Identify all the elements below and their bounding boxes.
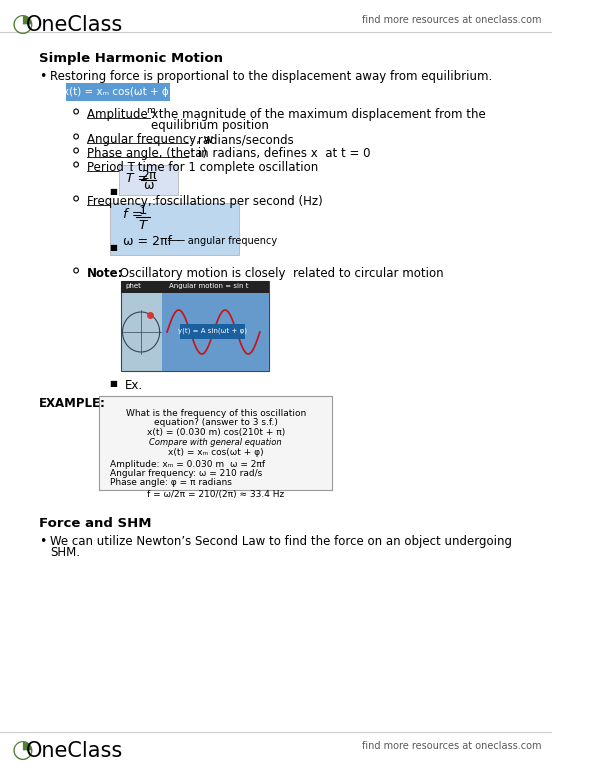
Text: Amplitude x: Amplitude x — [87, 108, 159, 121]
Text: x(t) = xₘ cos(ωt + ϕ): x(t) = xₘ cos(ωt + ϕ) — [63, 87, 173, 97]
Text: 2π: 2π — [141, 169, 156, 182]
Text: 1: 1 — [139, 203, 147, 216]
Text: ■: ■ — [109, 379, 117, 388]
Text: m: m — [146, 106, 155, 115]
Text: Simple Harmonic Motion: Simple Harmonic Motion — [39, 52, 223, 65]
Text: Angular frequency: ω = 210 rad/s: Angular frequency: ω = 210 rad/s — [109, 469, 262, 478]
Text: : time for 1 complete oscillation: : time for 1 complete oscillation — [130, 161, 318, 174]
Text: Ex.: Ex. — [124, 379, 143, 392]
Text: •: • — [39, 535, 46, 548]
Text: f = ω/2π = 210/(2π) ≈ 33.4 Hz: f = ω/2π = 210/(2π) ≈ 33.4 Hz — [147, 490, 284, 499]
Text: We can utilize Newton’s Second Law to find the force on an object undergoing: We can utilize Newton’s Second Law to fi… — [50, 535, 512, 548]
Text: find more resources at oneclass.com: find more resources at oneclass.com — [362, 741, 541, 751]
FancyBboxPatch shape — [99, 396, 332, 490]
Text: Amplitude: xₘ = 0.030 m: Amplitude: xₘ = 0.030 m — [109, 460, 224, 469]
Text: OneClass: OneClass — [26, 15, 123, 35]
Text: ■: ■ — [109, 187, 117, 196]
Text: Compare with general equation: Compare with general equation — [149, 438, 282, 447]
Text: Oscillatory motion is closely  related to circular motion: Oscillatory motion is closely related to… — [116, 267, 444, 280]
Text: ◔: ◔ — [11, 738, 33, 762]
Text: ─── angular frequency: ─── angular frequency — [167, 236, 277, 246]
Text: Note:: Note: — [87, 267, 124, 280]
Text: : the magnitude of the maximum displacement from the: : the magnitude of the maximum displacem… — [151, 108, 486, 121]
Text: ◔: ◔ — [11, 12, 33, 36]
Text: ω = 2πf: ω = 2πf — [123, 235, 171, 247]
Text: Phase angle: φ = π radians: Phase angle: φ = π radians — [109, 478, 231, 487]
Text: Angular motion = sin t: Angular motion = sin t — [169, 283, 249, 289]
Text: Phase angle, (theta): Phase angle, (theta) — [87, 147, 207, 160]
Text: SHM.: SHM. — [50, 546, 80, 559]
Text: phet: phet — [126, 283, 141, 289]
Text: ω = 2πf: ω = 2πf — [230, 460, 265, 469]
FancyBboxPatch shape — [119, 165, 178, 195]
Text: ■: ■ — [109, 243, 117, 252]
Text: Period T: Period T — [87, 161, 135, 174]
Text: Force and SHM: Force and SHM — [39, 517, 152, 530]
FancyBboxPatch shape — [162, 293, 269, 371]
Text: Frequency, f: Frequency, f — [87, 195, 159, 208]
FancyBboxPatch shape — [121, 281, 269, 371]
Text: y(t) = A sin(ωt + φ): y(t) = A sin(ωt + φ) — [178, 328, 247, 334]
Text: x(t) = (0.030 m) cos(210t + π): x(t) = (0.030 m) cos(210t + π) — [147, 428, 285, 437]
Text: •: • — [39, 70, 46, 83]
Text: : oscillations per second (Hz): : oscillations per second (Hz) — [152, 195, 323, 208]
Text: T =: T = — [126, 172, 148, 185]
Text: find more resources at oneclass.com: find more resources at oneclass.com — [362, 15, 541, 25]
Text: x(t) = xₘ cos(ωt + φ): x(t) = xₘ cos(ωt + φ) — [168, 448, 264, 457]
Text: equilibrium position: equilibrium position — [151, 119, 269, 132]
Text: : in radians, defines x  at t = 0: : in radians, defines x at t = 0 — [190, 147, 371, 160]
Text: T: T — [139, 219, 147, 232]
Text: Restoring force is proportional to the displacement away from equilibrium.: Restoring force is proportional to the d… — [50, 70, 493, 83]
FancyBboxPatch shape — [109, 203, 239, 255]
Text: f =: f = — [123, 207, 143, 220]
Text: Angular frequency, w: Angular frequency, w — [87, 133, 214, 146]
FancyBboxPatch shape — [66, 83, 170, 101]
Text: equation? (answer to 3 s.f.): equation? (answer to 3 s.f.) — [154, 418, 278, 427]
FancyBboxPatch shape — [180, 324, 245, 339]
Text: EXAMPLE:: EXAMPLE: — [39, 397, 106, 410]
Text: What is the frequency of this oscillation: What is the frequency of this oscillatio… — [126, 409, 306, 418]
Text: OneClass: OneClass — [26, 741, 123, 761]
Text: : radians/seconds: : radians/seconds — [190, 133, 294, 146]
FancyBboxPatch shape — [121, 281, 269, 293]
Text: ω: ω — [143, 179, 154, 192]
